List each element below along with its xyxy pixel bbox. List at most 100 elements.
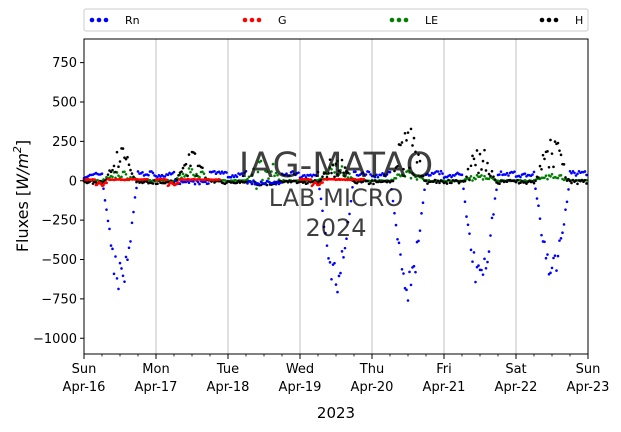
rn-point [568,169,572,173]
legend-marker [553,17,559,23]
rn-point [342,256,345,259]
h-point [336,173,339,176]
h-point [294,179,297,183]
rn-point [480,268,483,272]
legend-label: Rn [125,14,140,27]
rn-point [346,220,350,224]
rn-point [438,172,441,176]
legend-marker [96,17,102,23]
y-tick-label: 750 [52,56,77,71]
legend-marker [103,17,109,23]
rn-point [489,234,492,237]
rn-point [537,204,540,207]
h-point [498,182,501,186]
rn-point [409,283,413,287]
rn-point [397,241,401,245]
h-point [195,174,198,177]
h-point [540,167,543,171]
le-point [480,174,483,177]
rn-point [576,172,579,176]
rn-point [486,260,489,264]
rn-point [318,187,321,191]
rn-point [540,233,543,237]
h-point [106,173,110,176]
rn-point [490,216,494,220]
rn-point [396,237,399,241]
rn-point [436,170,440,173]
le-point [261,178,264,182]
g-point [177,181,180,184]
le-point [474,177,477,181]
le-point [273,174,276,178]
rn-point [412,264,416,268]
rn-point [390,187,393,191]
le-point [546,177,549,181]
le-point [415,178,419,181]
rn-point [264,182,267,186]
x-tick-date: Apr-18 [207,380,250,395]
x-axis-label: 2023 [317,404,355,422]
le-point [469,174,473,178]
h-point [481,159,485,163]
le-point [411,171,414,175]
h-point [321,175,324,178]
h-point [333,175,336,179]
le-point [270,170,273,173]
h-point [574,179,578,182]
rn-point [135,186,138,190]
rn-point [405,288,408,292]
rn-point [552,256,555,260]
h-point [127,163,131,167]
rn-point [562,223,566,226]
le-point [471,179,474,182]
h-point [487,172,491,176]
rn-point [133,196,137,199]
le-point [274,171,278,175]
rn-point [423,188,426,192]
rn-point [571,169,575,173]
rn-point [388,170,392,174]
le-point [483,174,486,178]
h-point [330,171,333,175]
rn-point [532,170,536,174]
rn-point [166,173,170,177]
h-point [184,162,188,166]
series-h [82,127,588,187]
rn-point [252,179,255,182]
x-tick-day: Sun [72,362,97,377]
rn-point [466,223,470,227]
rn-point [531,173,534,176]
y-axis-label-exponent: 2 [11,146,24,153]
x-tick-date: Apr-20 [351,380,394,395]
legend-marker [546,17,552,23]
rn-point [112,272,116,276]
le-point [333,171,336,174]
h-point [445,182,449,185]
le-point [328,166,332,169]
rn-point [481,273,485,276]
x-tick-date: Apr-22 [495,380,538,395]
rn-point [354,170,357,174]
rn-point [106,219,110,223]
le-point [481,178,485,181]
h-point [372,182,375,186]
rn-point [553,254,557,257]
rn-point [414,270,417,274]
rn-point [334,283,338,286]
x-tick-date: Apr-23 [567,380,610,395]
legend: Rn G LE H [83,8,589,32]
rn-point [333,261,336,265]
rn-point [192,180,195,183]
h-point [516,178,519,182]
rn-point [505,171,509,175]
h-point [480,168,483,171]
rn-point [429,174,432,177]
rn-point [561,231,564,234]
rn-point [156,175,159,179]
h-point [534,179,537,183]
h-point [156,182,159,186]
h-point [553,140,557,143]
rn-point [439,169,443,173]
h-point [342,171,345,175]
h-point [402,167,405,171]
